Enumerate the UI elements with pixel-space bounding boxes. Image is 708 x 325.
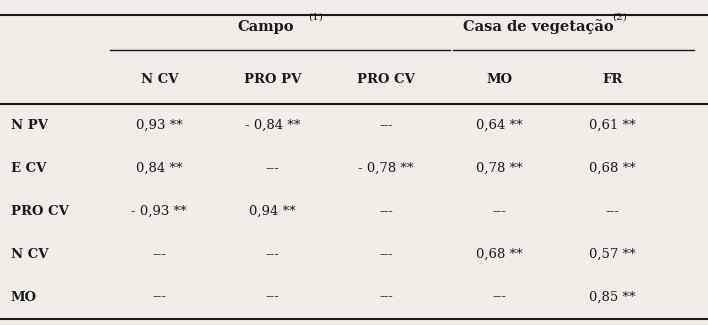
Text: ---: --- <box>605 205 620 218</box>
Text: - 0,78 **: - 0,78 ** <box>358 162 413 175</box>
Text: ---: --- <box>379 248 393 261</box>
Text: 0,61 **: 0,61 ** <box>589 119 636 132</box>
Text: 0,64 **: 0,64 ** <box>476 119 523 132</box>
Text: 0,78 **: 0,78 ** <box>476 162 523 175</box>
Text: ---: --- <box>492 205 506 218</box>
Text: FR: FR <box>603 73 622 86</box>
Text: ---: --- <box>379 291 393 304</box>
Text: ---: --- <box>379 119 393 132</box>
Text: N PV: N PV <box>11 119 47 132</box>
Text: MO: MO <box>486 73 512 86</box>
Text: N CV: N CV <box>11 248 48 261</box>
Text: 0,85 **: 0,85 ** <box>589 291 636 304</box>
Text: PRO CV: PRO CV <box>11 205 69 218</box>
Text: ---: --- <box>152 248 166 261</box>
Text: ---: --- <box>379 205 393 218</box>
Text: 0,93 **: 0,93 ** <box>136 119 183 132</box>
Text: Casa de vegetação: Casa de vegetação <box>463 19 613 34</box>
Text: ---: --- <box>152 291 166 304</box>
Text: 0,68 **: 0,68 ** <box>476 248 523 261</box>
Text: (1): (1) <box>308 12 323 21</box>
Text: (2): (2) <box>612 12 627 21</box>
Text: ---: --- <box>492 291 506 304</box>
Text: MO: MO <box>11 291 37 304</box>
Text: ---: --- <box>266 291 280 304</box>
Text: Campo: Campo <box>237 20 294 34</box>
Text: 0,68 **: 0,68 ** <box>589 162 636 175</box>
Text: - 0,93 **: - 0,93 ** <box>132 205 187 218</box>
Text: 0,94 **: 0,94 ** <box>249 205 296 218</box>
Text: ---: --- <box>266 248 280 261</box>
Text: 0,84 **: 0,84 ** <box>136 162 183 175</box>
Text: ---: --- <box>266 162 280 175</box>
Text: PRO CV: PRO CV <box>357 73 415 86</box>
Text: 0,57 **: 0,57 ** <box>589 248 636 261</box>
Text: PRO PV: PRO PV <box>244 73 302 86</box>
Text: - 0,84 **: - 0,84 ** <box>245 119 300 132</box>
Text: N CV: N CV <box>141 73 178 86</box>
Text: E CV: E CV <box>11 162 46 175</box>
